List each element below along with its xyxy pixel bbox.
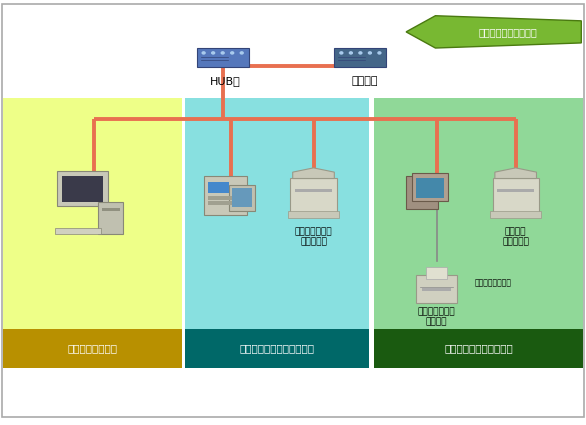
- FancyBboxPatch shape: [185, 98, 369, 368]
- Text: インクジェット
プリンタ: インクジェット プリンタ: [418, 307, 455, 326]
- FancyBboxPatch shape: [490, 211, 541, 218]
- FancyBboxPatch shape: [98, 202, 123, 234]
- FancyBboxPatch shape: [374, 329, 583, 368]
- Polygon shape: [293, 168, 334, 178]
- Text: 各種証明書発行システム: 各種証明書発行システム: [444, 343, 513, 354]
- Circle shape: [231, 52, 234, 54]
- FancyBboxPatch shape: [57, 172, 108, 207]
- FancyBboxPatch shape: [208, 196, 243, 200]
- FancyBboxPatch shape: [3, 98, 182, 368]
- Circle shape: [240, 52, 243, 54]
- FancyBboxPatch shape: [416, 178, 444, 198]
- Text: 仮運転免許証用。: 仮運転免許証用。: [475, 278, 512, 287]
- FancyBboxPatch shape: [422, 288, 451, 291]
- FancyBboxPatch shape: [197, 48, 249, 67]
- Circle shape: [212, 52, 214, 54]
- FancyBboxPatch shape: [291, 178, 336, 213]
- Text: 既存コンピュータ: 既存コンピュータ: [67, 343, 117, 354]
- FancyBboxPatch shape: [427, 267, 447, 279]
- FancyBboxPatch shape: [208, 201, 243, 205]
- Polygon shape: [406, 16, 581, 48]
- Circle shape: [340, 52, 343, 54]
- FancyBboxPatch shape: [416, 275, 457, 303]
- Circle shape: [222, 52, 224, 54]
- Circle shape: [369, 52, 372, 54]
- FancyBboxPatch shape: [62, 176, 104, 202]
- FancyBboxPatch shape: [288, 211, 339, 218]
- FancyBboxPatch shape: [102, 208, 120, 211]
- FancyBboxPatch shape: [295, 189, 332, 192]
- Text: 教習計画自動作成システム: 教習計画自動作成システム: [240, 343, 314, 354]
- FancyBboxPatch shape: [229, 184, 255, 211]
- FancyBboxPatch shape: [407, 176, 438, 209]
- FancyBboxPatch shape: [411, 173, 448, 201]
- Circle shape: [378, 52, 381, 54]
- Circle shape: [349, 52, 352, 54]
- FancyBboxPatch shape: [497, 189, 534, 192]
- FancyBboxPatch shape: [334, 48, 387, 67]
- FancyBboxPatch shape: [374, 98, 583, 368]
- FancyBboxPatch shape: [185, 329, 369, 368]
- Text: ルータ。: ルータ。: [352, 76, 379, 87]
- Polygon shape: [495, 168, 536, 178]
- FancyBboxPatch shape: [3, 329, 182, 368]
- FancyBboxPatch shape: [55, 228, 101, 234]
- FancyBboxPatch shape: [204, 176, 247, 215]
- Text: リモートメンテナンス: リモートメンテナンス: [479, 27, 538, 37]
- FancyBboxPatch shape: [492, 178, 539, 213]
- Circle shape: [359, 52, 362, 54]
- Text: カラーレーザー
プリンタ。: カラーレーザー プリンタ。: [295, 227, 332, 247]
- FancyBboxPatch shape: [208, 182, 229, 193]
- Circle shape: [202, 52, 205, 54]
- FancyBboxPatch shape: [232, 188, 252, 207]
- Text: HUB。: HUB。: [210, 76, 241, 87]
- Text: レーザー
プリンタ。: レーザー プリンタ。: [502, 227, 529, 247]
